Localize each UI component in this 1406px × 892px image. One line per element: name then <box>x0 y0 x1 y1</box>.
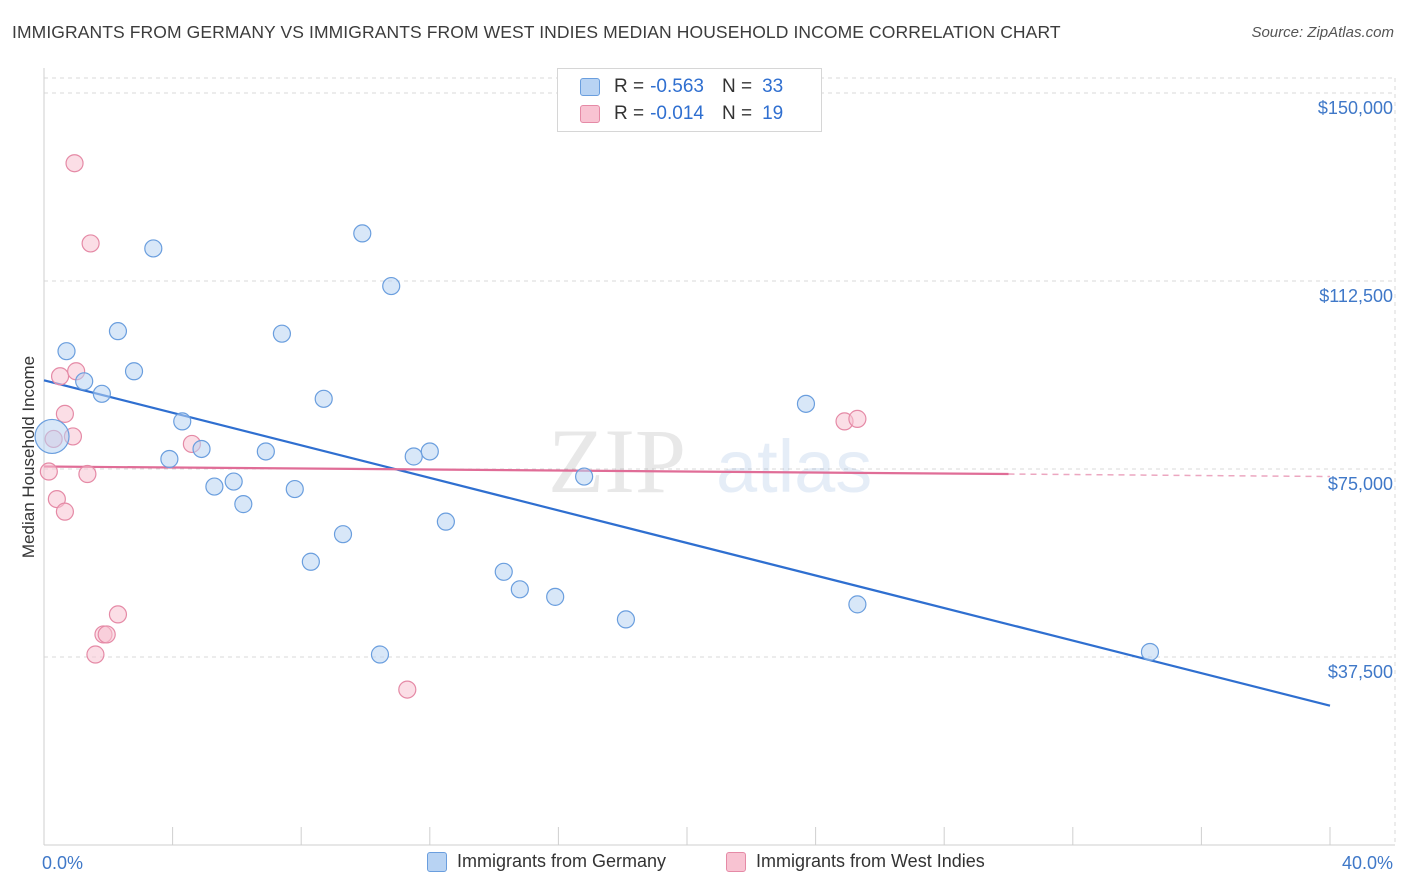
point-germany <box>1140 642 1160 662</box>
point-germany <box>57 342 76 361</box>
point-germany <box>234 495 253 514</box>
point-germany <box>92 384 111 403</box>
point-westindies <box>55 404 74 423</box>
point-germany <box>494 562 513 581</box>
y-tick-label: $150,000 <box>1318 98 1393 118</box>
legend-r-value: -0.563 <box>650 76 704 97</box>
point-germany <box>314 389 333 408</box>
point-germany <box>224 472 243 491</box>
point-germany <box>301 552 320 571</box>
source-label: Source: ZipAtlas.com <box>1251 24 1394 41</box>
point-germany <box>108 322 128 341</box>
point-germany <box>173 412 192 431</box>
y-tick-label: $75,000 <box>1328 474 1393 494</box>
point-westindies <box>848 409 867 428</box>
watermark-zip: ZIP <box>548 410 686 512</box>
point-westindies <box>86 645 105 664</box>
series-swatch-westindies <box>726 851 746 872</box>
trend-line-germany <box>43 379 1331 707</box>
point-germany <box>575 467 594 486</box>
legend-swatch-germany <box>580 78 600 96</box>
point-westindies <box>78 464 97 484</box>
point-westindies <box>81 234 100 253</box>
point-germany <box>124 362 144 381</box>
point-germany <box>796 394 816 413</box>
point-westindies <box>97 625 116 644</box>
point-westindies <box>55 502 74 521</box>
legend-n-value: 33 <box>762 76 784 97</box>
point-germany <box>616 610 636 629</box>
point-westindies <box>398 680 417 699</box>
series-label-germany: Immigrants from Germany <box>457 851 667 871</box>
trend-line-westindies <box>43 465 1009 476</box>
legend-r-label: R = <box>614 76 645 97</box>
y-axis-title: Median Household Income <box>19 356 38 558</box>
series-legend-germany: Immigrants from Germany <box>427 851 666 872</box>
chart-title: IMMIGRANTS FROM GERMANY VS IMMIGRANTS FR… <box>12 22 1061 42</box>
legend-r-label: R = <box>614 103 645 124</box>
legend-n-label: N = <box>721 103 753 124</box>
point-germany <box>436 512 455 531</box>
point-westindies <box>50 367 70 386</box>
series-legend-westindies: Immigrants from West Indies <box>726 851 985 872</box>
watermark: ZIP atlas <box>548 410 872 512</box>
axes <box>43 68 1395 846</box>
point-germany <box>34 418 70 455</box>
data-points <box>34 154 1160 699</box>
point-germany <box>848 595 867 614</box>
point-westindies <box>65 154 84 173</box>
point-germany <box>205 477 224 496</box>
y-tick-label: $37,500 <box>1328 662 1393 682</box>
point-germany <box>404 447 423 466</box>
point-germany <box>546 587 565 606</box>
point-westindies <box>39 462 58 481</box>
x-tick-labels: 0.0% 40.0% <box>42 853 1393 873</box>
point-germany <box>333 525 353 544</box>
y-tick-label: $112,500 <box>1319 286 1393 306</box>
point-germany <box>353 224 372 243</box>
legend-n-value: 19 <box>762 103 784 124</box>
legend-r-value: -0.014 <box>650 103 704 124</box>
point-germany <box>160 449 179 469</box>
point-germany <box>370 645 390 664</box>
series-swatch-germany <box>427 851 447 872</box>
trend-line-westindies-extension <box>1008 473 1331 478</box>
point-germany <box>192 439 211 459</box>
legend-row-germany: R = -0.563 N = 33 <box>580 75 783 99</box>
legend-swatch-westindies <box>580 105 600 123</box>
point-germany <box>144 239 163 258</box>
point-germany <box>285 479 304 499</box>
legend: R = -0.563 N = 33 R = -0.014 N = 19 <box>557 68 822 132</box>
watermark-atlas: atlas <box>716 425 872 508</box>
x-tick-label: 0.0% <box>42 853 83 873</box>
point-germany <box>510 580 529 599</box>
legend-n-label: N = <box>721 76 753 97</box>
series-label-westindies: Immigrants from West Indies <box>756 851 985 871</box>
point-westindies <box>108 605 128 624</box>
point-germany <box>256 442 275 461</box>
point-germany <box>75 372 94 391</box>
legend-row-westindies: R = -0.014 N = 19 <box>580 102 783 126</box>
point-germany <box>420 442 439 461</box>
x-tick-label: 40.0% <box>1342 853 1393 873</box>
point-germany <box>382 276 401 296</box>
point-germany <box>272 324 292 343</box>
trend-lines <box>43 379 1331 707</box>
y-tick-labels: $37,500 $75,000 $112,500 $150,000 <box>1318 98 1393 682</box>
